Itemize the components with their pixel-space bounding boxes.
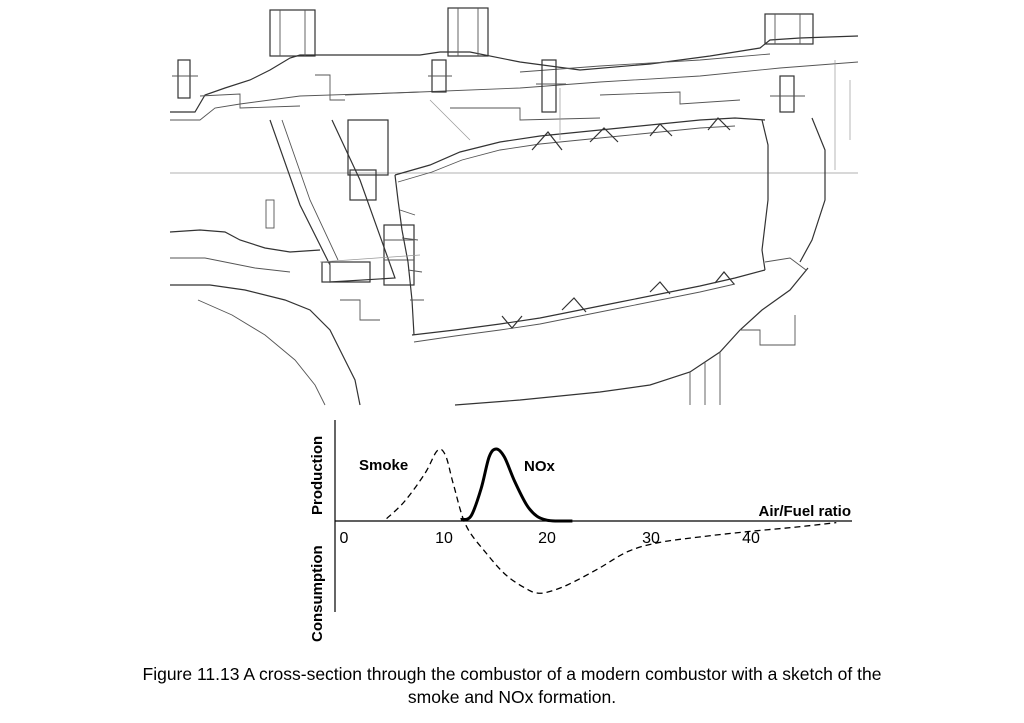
y-label-production: Production — [309, 436, 326, 515]
caption-line-1: Figure 11.13 A cross-section through the… — [142, 664, 882, 684]
figure-caption: Figure 11.13 A cross-section through the… — [0, 663, 1024, 709]
caption-line-2: smoke and NOx formation. — [407, 687, 617, 707]
combustor-cross-section-drawing — [169, 7, 859, 406]
x-tick-labels: 0 10 20 30 40 — [340, 530, 760, 547]
nox-series-line — [460, 447, 573, 523]
nox-series-label: NOx — [524, 458, 556, 475]
x-tick-20: 20 — [538, 530, 556, 547]
x-tick-40: 40 — [742, 530, 760, 547]
smoke-series-label: Smoke — [359, 457, 408, 474]
smoke-series-line — [386, 448, 837, 594]
x-tick-0: 0 — [340, 530, 349, 547]
smoke-nox-chart: Production Consumption Air/Fuel ratio 0 … — [309, 420, 852, 642]
x-tick-10: 10 — [435, 530, 453, 547]
y-label-consumption: Consumption — [309, 545, 326, 642]
x-axis-label: Air/Fuel ratio — [758, 503, 851, 520]
